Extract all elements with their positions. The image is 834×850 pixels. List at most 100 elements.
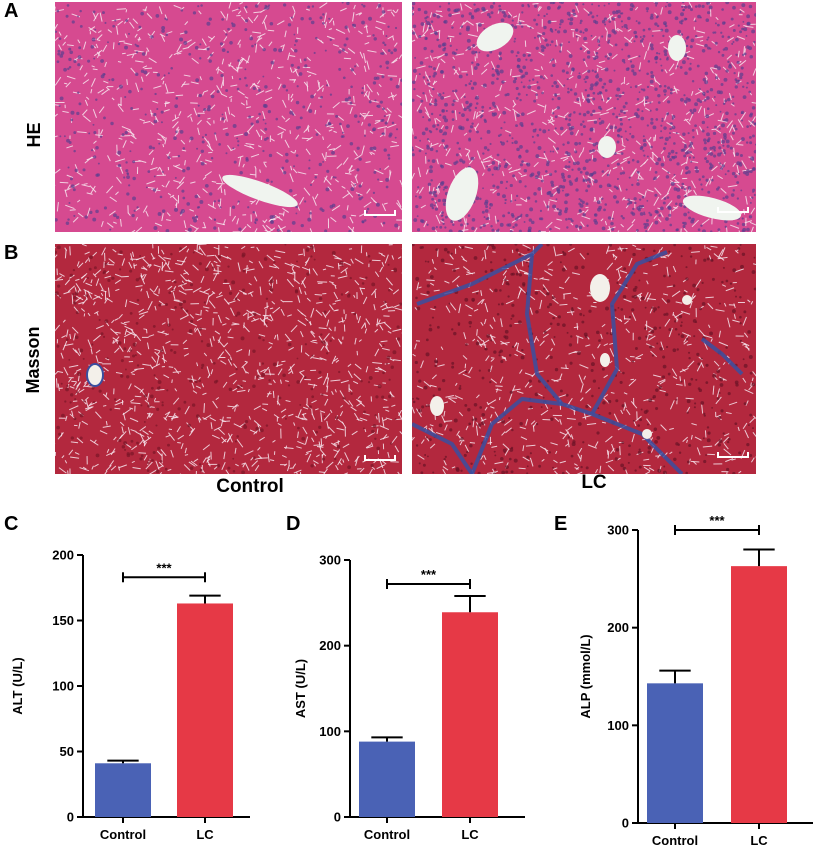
texture-mark	[616, 128, 621, 133]
texture-mark	[753, 193, 756, 197]
texture-mark	[550, 59, 553, 62]
texture-mark	[511, 141, 514, 145]
texture-mark	[666, 56, 669, 59]
texture-mark	[739, 8, 745, 13]
texture-mark	[487, 441, 493, 444]
texture-mark	[217, 255, 222, 259]
texture-mark	[436, 123, 440, 127]
texture-mark	[272, 362, 277, 367]
texture-mark	[225, 89, 229, 93]
texture-mark	[679, 65, 683, 69]
texture-mark	[343, 261, 352, 266]
texture-mark	[207, 105, 211, 109]
texture-mark	[173, 136, 177, 141]
texture-mark	[134, 33, 138, 38]
texture-mark	[431, 374, 437, 380]
texture-mark	[494, 215, 497, 224]
texture-mark	[360, 379, 363, 383]
texture-mark	[223, 36, 228, 42]
texture-mark	[742, 85, 745, 88]
texture-mark	[544, 270, 553, 277]
texture-mark	[96, 311, 99, 316]
texture-mark	[583, 36, 588, 41]
texture-mark	[551, 58, 555, 61]
texture-mark	[207, 117, 211, 120]
texture-mark	[534, 128, 537, 131]
texture-mark	[393, 94, 397, 98]
texture-mark	[290, 98, 294, 102]
texture-mark	[449, 254, 454, 260]
texture-mark	[355, 174, 358, 179]
texture-mark	[536, 81, 539, 84]
texture-mark	[111, 18, 121, 22]
texture-mark	[313, 51, 316, 55]
texture-mark	[569, 131, 574, 136]
texture-mark	[585, 97, 590, 102]
texture-mark	[179, 37, 184, 42]
texture-mark	[171, 288, 174, 291]
texture-mark	[171, 412, 176, 421]
texture-mark	[239, 171, 243, 175]
texture-mark	[700, 224, 703, 227]
texture-mark	[221, 117, 225, 121]
texture-mark	[499, 84, 503, 91]
texture-mark	[263, 104, 268, 108]
texture-mark	[280, 408, 287, 413]
texture-mark	[669, 400, 675, 410]
texture-mark	[347, 465, 351, 470]
texture-mark	[244, 462, 250, 471]
texture-mark	[649, 43, 654, 48]
texture-mark	[684, 194, 687, 198]
texture-mark	[582, 98, 586, 103]
texture-mark	[205, 309, 209, 312]
texture-mark	[601, 226, 606, 231]
texture-mark	[88, 257, 91, 262]
texture-mark	[290, 93, 294, 99]
texture-mark	[727, 35, 731, 39]
texture-mark	[79, 436, 83, 440]
texture-mark	[164, 17, 167, 20]
texture-mark	[438, 129, 443, 134]
texture-mark	[732, 29, 736, 32]
texture-mark	[492, 189, 497, 194]
texture-mark	[396, 337, 401, 341]
texture-mark	[203, 301, 206, 304]
texture-mark	[490, 61, 496, 70]
texture-mark	[288, 188, 293, 193]
texture-mark	[624, 36, 633, 44]
texture-mark	[712, 385, 715, 395]
texture-mark	[208, 59, 212, 63]
texture-mark	[648, 211, 651, 214]
texture-mark	[573, 15, 577, 18]
texture-mark	[682, 436, 689, 442]
texture-mark	[210, 90, 216, 96]
texture-mark	[667, 86, 671, 90]
texture-mark	[230, 148, 236, 152]
texture-mark	[119, 430, 127, 439]
texture-mark	[234, 447, 237, 454]
texture-mark	[614, 43, 618, 47]
texture-mark	[521, 260, 524, 267]
texture-mark	[238, 57, 245, 67]
texture-mark	[139, 388, 144, 394]
texture-mark	[412, 80, 416, 84]
texture-mark	[363, 201, 372, 208]
texture-mark	[699, 39, 704, 42]
texture-mark	[369, 146, 374, 151]
texture-mark	[232, 387, 238, 392]
texture-mark	[309, 228, 313, 232]
texture-mark	[549, 116, 554, 122]
texture-mark	[567, 122, 571, 127]
texture-mark	[548, 20, 551, 23]
texture-mark	[264, 122, 267, 125]
texture-mark	[690, 160, 693, 163]
texture-mark	[505, 187, 508, 190]
texture-mark	[318, 471, 326, 474]
texture-mark	[465, 27, 470, 32]
texture-mark	[667, 152, 671, 156]
texture-mark	[73, 149, 76, 153]
texture-mark	[158, 6, 163, 15]
texture-mark	[198, 379, 202, 383]
texture-mark	[481, 210, 485, 214]
texture-mark	[188, 379, 193, 383]
